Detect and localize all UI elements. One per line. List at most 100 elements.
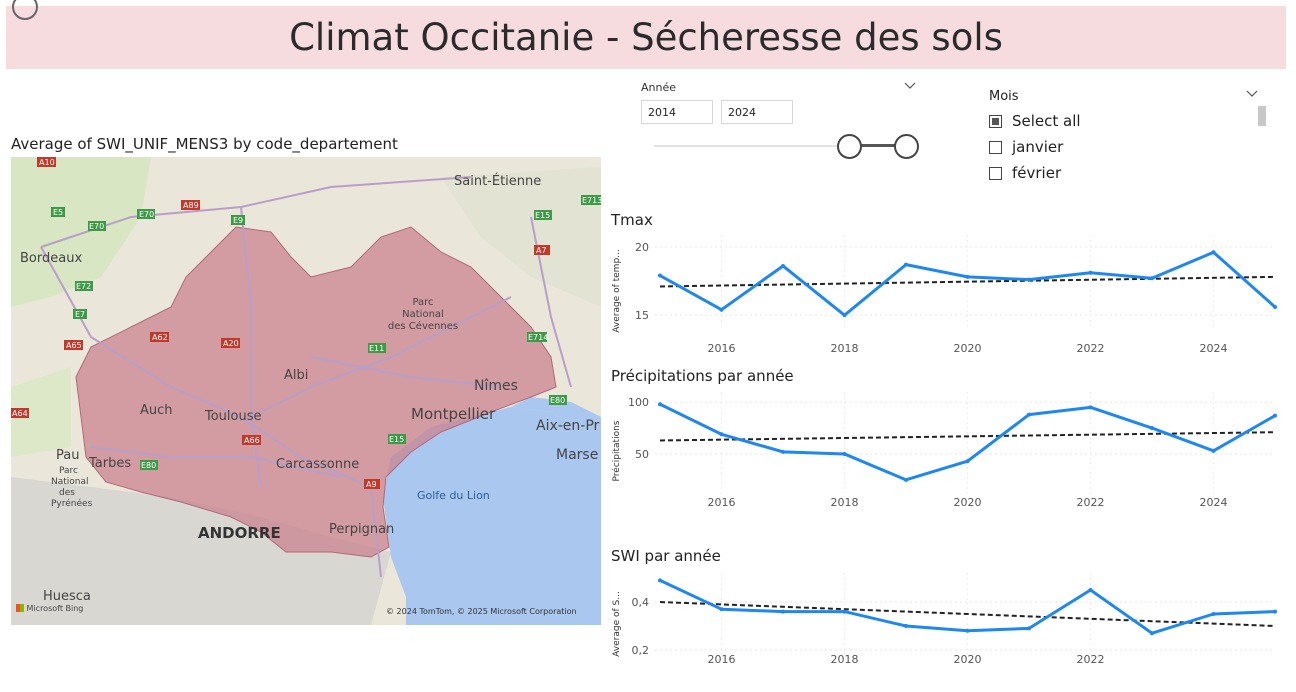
bing-brand: Microsoft Bing bbox=[26, 604, 84, 613]
data-point[interactable] bbox=[1088, 588, 1093, 592]
data-point[interactable] bbox=[904, 624, 908, 628]
x-tick-label: 2016 bbox=[708, 342, 736, 355]
data-point[interactable] bbox=[781, 263, 785, 268]
year-slider-range bbox=[849, 144, 905, 147]
svg-text:Parc: Parc bbox=[59, 466, 78, 476]
title-bar: Climat Occitanie - Sécheresse des sols bbox=[6, 6, 1286, 69]
data-point[interactable] bbox=[719, 307, 724, 312]
data-point[interactable] bbox=[1027, 412, 1031, 417]
month-item-janvier[interactable]: janvier bbox=[989, 134, 1081, 160]
chart-precipitations[interactable]: 50 100 2016 2018 2020 2022 2024 Précipitations bbox=[605, 385, 1285, 515]
data-point[interactable] bbox=[1088, 270, 1093, 275]
chart-tmax[interactable]: 15 20 2016 2018 2020 2022 2024 Average of temp.… bbox=[605, 230, 1285, 360]
chevron-down-icon[interactable] bbox=[1246, 90, 1258, 98]
svg-text:Tarbes: Tarbes bbox=[88, 456, 131, 471]
data-point[interactable] bbox=[1273, 609, 1277, 614]
month-item-label: janvier bbox=[1012, 138, 1064, 156]
year-slider-handle-start[interactable] bbox=[837, 134, 862, 159]
month-item-select-all[interactable]: Select all bbox=[989, 108, 1081, 134]
data-point[interactable] bbox=[904, 262, 908, 267]
svg-text:Albi: Albi bbox=[284, 368, 308, 383]
svg-text:A62: A62 bbox=[152, 333, 168, 342]
x-tick-label: 2024 bbox=[1200, 342, 1228, 355]
svg-text:Parc: Parc bbox=[412, 297, 433, 308]
svg-text:National: National bbox=[51, 477, 89, 487]
svg-text:Pyrénées: Pyrénées bbox=[51, 498, 93, 509]
svg-text:E80: E80 bbox=[550, 396, 565, 405]
year-slider-handle-end[interactable] bbox=[894, 134, 919, 159]
chart-swi[interactable]: 0,2 0,4 2016 2018 2020 2022 Average of S... bbox=[605, 568, 1285, 668]
occitanie-region[interactable] bbox=[75, 226, 557, 558]
svg-text:Saint-Étienne: Saint-Étienne bbox=[454, 173, 541, 189]
relief-area bbox=[441, 167, 601, 307]
month-item-label: Select all bbox=[1012, 112, 1081, 130]
year-from-input[interactable]: 2014 bbox=[641, 100, 713, 124]
data-point[interactable] bbox=[842, 313, 847, 318]
svg-text:E15: E15 bbox=[535, 211, 550, 220]
x-tick-label: 2018 bbox=[831, 496, 859, 509]
sea-area bbox=[383, 407, 601, 625]
data-point[interactable] bbox=[842, 609, 847, 614]
data-point[interactable] bbox=[1088, 405, 1093, 410]
data-point[interactable] bbox=[842, 451, 847, 456]
y-axis-title: Average of S... bbox=[612, 591, 622, 657]
x-tick-label: 2018 bbox=[831, 653, 859, 666]
x-tick-label: 2016 bbox=[708, 653, 736, 666]
checkbox-icon[interactable] bbox=[989, 166, 1002, 180]
month-scrollbar[interactable] bbox=[1258, 106, 1266, 126]
data-point[interactable] bbox=[965, 459, 970, 464]
svg-text:E7: E7 bbox=[75, 310, 85, 319]
data-point[interactable] bbox=[904, 477, 908, 482]
year-slicer: Année 2014 2024 bbox=[641, 78, 921, 168]
data-point[interactable] bbox=[719, 607, 724, 612]
year-to-input[interactable]: 2024 bbox=[721, 100, 793, 124]
svg-text:A64: A64 bbox=[12, 409, 28, 418]
data-point[interactable] bbox=[1211, 250, 1216, 255]
page-title: Climat Occitanie - Sécheresse des sols bbox=[289, 16, 1003, 59]
checkbox-icon[interactable] bbox=[989, 140, 1002, 154]
svg-text:E72: E72 bbox=[76, 282, 91, 291]
x-tick-label: 2022 bbox=[1077, 653, 1105, 666]
data-point[interactable] bbox=[781, 449, 785, 454]
year-slider-track[interactable] bbox=[654, 145, 906, 147]
data-point[interactable] bbox=[658, 402, 662, 407]
data-point[interactable] bbox=[1150, 631, 1154, 636]
svg-text:E714: E714 bbox=[528, 333, 548, 342]
data-point[interactable] bbox=[965, 274, 970, 279]
y-tick-label: 20 bbox=[635, 241, 649, 254]
svg-text:E80: E80 bbox=[141, 461, 156, 470]
data-point[interactable] bbox=[1273, 304, 1277, 309]
data-point[interactable] bbox=[719, 432, 724, 437]
y-axis-title: Précipitations bbox=[611, 420, 622, 481]
focus-mode-icon[interactable] bbox=[12, 0, 38, 20]
chevron-down-icon[interactable] bbox=[904, 82, 916, 90]
svg-text:E5: E5 bbox=[53, 208, 63, 217]
forest-area bbox=[11, 367, 71, 457]
map-copyright: © 2024 TomTom, © 2025 Microsoft Corporat… bbox=[386, 607, 577, 616]
data-point[interactable] bbox=[1027, 626, 1031, 631]
data-point[interactable] bbox=[1273, 413, 1277, 418]
data-point[interactable] bbox=[658, 273, 662, 278]
data-point[interactable] bbox=[1211, 448, 1216, 453]
data-point[interactable] bbox=[1150, 426, 1154, 431]
data-point[interactable] bbox=[658, 578, 662, 583]
y-tick-label: 0,4 bbox=[632, 596, 650, 609]
svg-text:Huesca: Huesca bbox=[43, 589, 91, 604]
svg-text:E15: E15 bbox=[389, 435, 404, 444]
map-canvas[interactable]: Saint-Étienne Bordeaux Parc National des… bbox=[11, 157, 601, 625]
svg-text:A65: A65 bbox=[66, 341, 82, 350]
svg-text:Montpellier: Montpellier bbox=[411, 405, 496, 423]
data-point[interactable] bbox=[1211, 612, 1216, 616]
month-item-fevrier[interactable]: février bbox=[989, 160, 1081, 186]
data-point[interactable] bbox=[1150, 276, 1154, 281]
map-visual[interactable]: Saint-Étienne Bordeaux Parc National des… bbox=[11, 157, 601, 625]
month-list: Select all janvier février bbox=[989, 108, 1081, 186]
checkbox-checked-icon[interactable] bbox=[989, 114, 1002, 128]
chart-title-precipitations: Précipitations par année bbox=[611, 367, 794, 385]
svg-text:Pau: Pau bbox=[56, 448, 79, 463]
svg-text:A7: A7 bbox=[536, 246, 547, 255]
data-point[interactable] bbox=[965, 628, 970, 633]
data-point[interactable] bbox=[1027, 277, 1031, 282]
month-item-label: février bbox=[1012, 164, 1062, 182]
data-point[interactable] bbox=[781, 609, 785, 614]
